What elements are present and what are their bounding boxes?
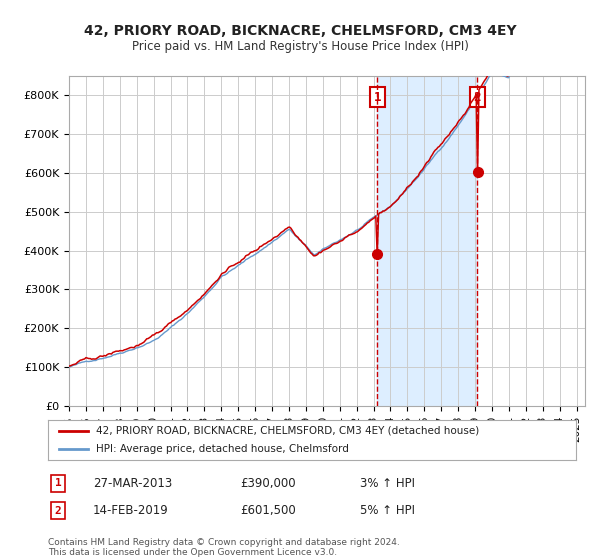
Text: £390,000: £390,000 <box>240 477 296 490</box>
Text: 2: 2 <box>473 91 481 104</box>
Text: £601,500: £601,500 <box>240 504 296 517</box>
Text: 5% ↑ HPI: 5% ↑ HPI <box>360 504 415 517</box>
Text: 1: 1 <box>374 91 381 104</box>
Text: 2: 2 <box>55 506 62 516</box>
Text: 27-MAR-2013: 27-MAR-2013 <box>93 477 172 490</box>
Text: 42, PRIORY ROAD, BICKNACRE, CHELMSFORD, CM3 4EY (detached house): 42, PRIORY ROAD, BICKNACRE, CHELMSFORD, … <box>95 426 479 436</box>
Bar <box>377 76 477 406</box>
Text: Price paid vs. HM Land Registry's House Price Index (HPI): Price paid vs. HM Land Registry's House … <box>131 40 469 53</box>
Text: 3% ↑ HPI: 3% ↑ HPI <box>360 477 415 490</box>
Text: Contains HM Land Registry data © Crown copyright and database right 2024.
This d: Contains HM Land Registry data © Crown c… <box>48 538 400 557</box>
Text: 42, PRIORY ROAD, BICKNACRE, CHELMSFORD, CM3 4EY: 42, PRIORY ROAD, BICKNACRE, CHELMSFORD, … <box>83 24 517 38</box>
Text: 14-FEB-2019: 14-FEB-2019 <box>93 504 169 517</box>
Text: 1: 1 <box>55 478 62 488</box>
Text: HPI: Average price, detached house, Chelmsford: HPI: Average price, detached house, Chel… <box>95 445 349 454</box>
